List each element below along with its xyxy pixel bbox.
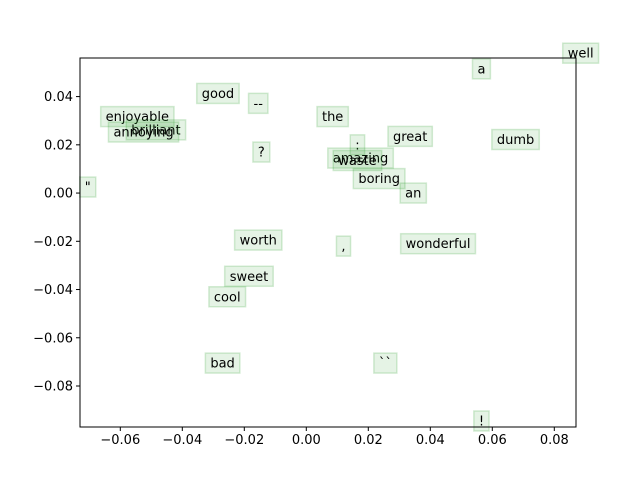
word-point: wonderful bbox=[399, 232, 477, 255]
x-tick-label: 0.08 bbox=[540, 433, 569, 448]
word-label: well bbox=[568, 47, 594, 62]
word-label: good bbox=[202, 87, 234, 102]
word-box bbox=[473, 410, 490, 432]
word-point: waste bbox=[332, 149, 383, 172]
word-point: worth bbox=[233, 229, 283, 251]
word-box bbox=[349, 134, 366, 156]
word-box bbox=[387, 125, 434, 148]
word-label: the bbox=[322, 110, 343, 125]
word-point: ! bbox=[473, 410, 490, 432]
word-label: a bbox=[477, 62, 485, 77]
word-point: an bbox=[399, 182, 428, 204]
word-label: `` bbox=[379, 357, 392, 372]
word-point: amazing bbox=[327, 147, 395, 169]
word-box bbox=[316, 105, 350, 128]
word-point: dumb bbox=[491, 128, 541, 151]
word-point: cool bbox=[208, 286, 247, 308]
word-label: wonderful bbox=[406, 237, 471, 252]
word-box bbox=[471, 58, 492, 80]
word-box bbox=[399, 232, 477, 255]
plot-area bbox=[80, 58, 576, 427]
word-point: brilliant bbox=[125, 119, 187, 141]
word-box bbox=[233, 229, 283, 251]
y-axis: −0.08 −0.06 −0.04 −0.02 0.00 0.02 0.04 bbox=[33, 90, 80, 395]
word-box bbox=[252, 141, 271, 163]
word-box bbox=[332, 149, 383, 172]
y-tick-label: −0.08 bbox=[33, 380, 73, 395]
y-tick-label: −0.06 bbox=[33, 331, 73, 346]
word-label: dumb bbox=[497, 133, 534, 148]
word-box bbox=[352, 167, 406, 190]
word-box bbox=[399, 182, 428, 204]
word-label: boring bbox=[358, 172, 400, 187]
word-label: brilliant bbox=[131, 123, 180, 138]
x-tick-label: −0.02 bbox=[224, 433, 264, 448]
word-label: an bbox=[405, 187, 421, 202]
y-tick-label: −0.04 bbox=[33, 283, 73, 298]
word-box bbox=[223, 265, 274, 288]
x-tick-label: 0.02 bbox=[354, 433, 383, 448]
word-label: ! bbox=[479, 414, 484, 429]
word-point: bad bbox=[204, 352, 241, 374]
word-box bbox=[195, 82, 240, 105]
word-label: annoying bbox=[113, 126, 173, 141]
x-tick-label: 0.00 bbox=[292, 433, 321, 448]
word-label: cool bbox=[214, 290, 241, 305]
x-axis: −0.06 −0.04 −0.02 0.00 0.02 0.04 0.06 0.08 bbox=[100, 427, 569, 448]
word-point: great bbox=[387, 125, 434, 148]
x-tick-label: −0.06 bbox=[100, 433, 140, 448]
word-box bbox=[208, 286, 247, 308]
word-point: `` bbox=[373, 352, 398, 374]
word-label: enjoyable bbox=[106, 110, 169, 125]
word-label: ? bbox=[258, 146, 265, 161]
y-tick-label: 0.00 bbox=[44, 187, 73, 202]
word-point: : bbox=[349, 134, 366, 156]
word-box bbox=[107, 121, 180, 143]
y-tick-label: 0.04 bbox=[44, 90, 73, 105]
word-box bbox=[99, 105, 175, 128]
word-label: -- bbox=[254, 97, 264, 112]
word-box bbox=[125, 119, 187, 141]
word-label: : bbox=[355, 138, 359, 153]
word-point: boring bbox=[352, 167, 406, 190]
word-label: sweet bbox=[230, 270, 269, 285]
word-label: waste bbox=[338, 154, 376, 169]
word-label: , bbox=[341, 240, 345, 255]
plot-frame bbox=[79, 57, 577, 428]
word-box bbox=[335, 235, 352, 257]
x-tick-label: −0.04 bbox=[162, 433, 202, 448]
x-tick-label: 0.04 bbox=[416, 433, 445, 448]
word-box bbox=[491, 128, 541, 151]
word-box bbox=[204, 352, 241, 374]
word-point: well bbox=[561, 42, 600, 64]
word-point: " bbox=[79, 176, 97, 198]
word-point: annoying bbox=[107, 121, 180, 143]
word-point: -- bbox=[247, 92, 269, 115]
word-point: enjoyable bbox=[99, 105, 175, 128]
word-box bbox=[247, 92, 269, 115]
word-label: amazing bbox=[333, 152, 389, 167]
y-tick-label: 0.02 bbox=[44, 138, 73, 153]
word-label: " bbox=[85, 181, 91, 196]
word-label: great bbox=[393, 130, 427, 145]
word-box bbox=[327, 147, 395, 169]
word-point: ? bbox=[252, 141, 271, 163]
word-point: sweet bbox=[223, 265, 274, 288]
word-box bbox=[373, 352, 398, 374]
x-tick-label: 0.06 bbox=[478, 433, 507, 448]
y-tick-label: −0.02 bbox=[33, 235, 73, 250]
word-point: good bbox=[195, 82, 240, 105]
word-labels: well a good -- enjoyable the brilliantannoying… bbox=[79, 42, 600, 432]
word-point: a bbox=[471, 58, 492, 80]
word-label: bad bbox=[210, 357, 234, 372]
word-point: , bbox=[335, 235, 352, 257]
word-label: worth bbox=[240, 234, 277, 249]
word-point: the bbox=[316, 105, 350, 128]
